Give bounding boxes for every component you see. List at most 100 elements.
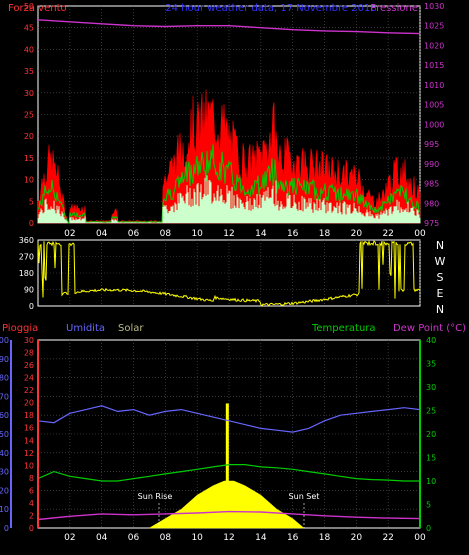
rain-tick-label: 26 [24, 361, 34, 370]
direction-tick-label: 0 [29, 302, 34, 311]
x-tick-label: 22 [382, 533, 393, 543]
compass-letter: W [435, 255, 446, 268]
temperature-tick-label: 5 [426, 501, 431, 510]
solar-legend: Solar [118, 323, 144, 334]
humidity-legend: Umidita [66, 323, 105, 334]
wind-tick-label: 0 [29, 219, 34, 228]
x-tick-label: 20 [351, 533, 363, 543]
humidity-tick-label: 100 [0, 336, 9, 345]
wind-tick-label: 40 [24, 45, 34, 54]
x-tick-label: 18 [319, 533, 331, 543]
wind-direction-line [37, 239, 421, 307]
x-tick-label: 00 [414, 229, 426, 239]
humidity-tick-label: 20 [0, 486, 9, 495]
x-tick-label: 04 [96, 533, 108, 543]
rain-tick-label: 18 [24, 411, 34, 420]
x-tick-label: 06 [128, 533, 140, 543]
humidity-line [37, 405, 421, 433]
x-tick-label: 10 [191, 533, 203, 543]
temperature-tick-label: 20 [426, 430, 436, 439]
humidity-tick-label: 90 [0, 355, 9, 364]
x-tick-label: 10 [191, 229, 203, 239]
wind-tick-label: 5 [29, 197, 34, 206]
temperature-tick-label: 25 [426, 407, 436, 416]
temperature-tick-label: 0 [426, 524, 431, 533]
wind-axis-title: Forza vento [8, 3, 67, 14]
x-tick-label: 12 [223, 229, 234, 239]
solar-spike [225, 403, 229, 528]
pressure-line [37, 19, 421, 35]
rain-tick-label: 28 [24, 349, 34, 358]
pressure-tick-label: 1005 [424, 101, 444, 110]
rain-tick-label: 4 [29, 499, 34, 508]
direction-series [37, 239, 421, 307]
direction-tick-labels: 0 90 180 270 360 [19, 236, 34, 311]
pressure-tick-label: 980 [424, 199, 439, 208]
temp-series [37, 403, 421, 529]
compass-letter: N [436, 239, 444, 252]
direction-tick-label: 270 [19, 253, 34, 262]
temperature-humidity-panel: 0102030405060708090100 02468101214161820… [0, 323, 466, 543]
x-tick-label: 02 [64, 533, 75, 543]
x-tick-label: 14 [255, 533, 267, 543]
rain-tick-label: 30 [24, 336, 34, 345]
x-tick-label: 16 [287, 533, 299, 543]
pressure-tick-label: 1000 [424, 120, 444, 129]
compass-letter: E [437, 287, 444, 300]
direction-tick-label: 360 [19, 236, 34, 245]
chart-title: 24 hour weather data, 17 Novembre 2018 [165, 3, 376, 14]
pressure-tick-label: 1025 [424, 22, 444, 31]
x-tick-label: 08 [160, 533, 172, 543]
humidity-tick-label: 60 [0, 411, 9, 420]
rain-tick-label: 0 [29, 524, 34, 533]
x-tick-label: 16 [287, 229, 299, 239]
compass-letter: S [437, 271, 444, 284]
rain-tick-label: 14 [24, 436, 34, 445]
rain-tick-label: 22 [24, 386, 34, 395]
rain-tick-label: 24 [24, 374, 34, 383]
x-tick-label: 00 [414, 533, 426, 543]
rain-tick-label: 2 [29, 511, 34, 520]
pressure-tick-label: 1015 [424, 61, 444, 70]
temperature-tick-label: 40 [426, 336, 436, 345]
rain-tick-label: 10 [24, 461, 34, 470]
temp-grid [38, 340, 421, 528]
rain-tick-label: 16 [24, 424, 34, 433]
x-tick-label: 20 [351, 229, 363, 239]
wind-tick-label: 25 [24, 111, 34, 120]
temperature-legend: Temperatura [311, 323, 376, 334]
humidity-tick-label: 80 [0, 374, 9, 383]
humidity-tick-label: 50 [0, 430, 9, 439]
pressure-tick-label: 985 [424, 180, 439, 189]
x-tick-label: 22 [382, 229, 393, 239]
wind-speed-line [37, 144, 421, 224]
humidity-tick-label: 10 [0, 505, 9, 514]
temperature-tick-label: 30 [426, 383, 436, 392]
direction-grid [38, 240, 421, 306]
wind-tick-label: 20 [24, 132, 34, 141]
humidity-tick-labels: 0 10 20 30 40 50 60 70 80 90 100 [0, 336, 9, 533]
wind-tick-label: 50 [24, 2, 34, 11]
rain-tick-label: 8 [29, 474, 34, 483]
x-tick-label: 02 [64, 229, 75, 239]
x-tick-label: 06 [128, 229, 140, 239]
wind-tick-label: 45 [24, 24, 34, 33]
pressure-tick-label: 1020 [424, 41, 444, 50]
temperature-tick-labels: 0 5 10 15 20 25 30 35 40 [426, 336, 436, 533]
wind-tick-label: 10 [24, 176, 34, 185]
rain-legend: Pioggia [2, 323, 38, 334]
direction-tick-label: 180 [19, 269, 34, 278]
sunset-annotation: Sun Set [289, 492, 320, 501]
pressure-tick-label: 995 [424, 140, 439, 149]
dew-point-legend: Dew Point (°C) [393, 323, 466, 334]
temperature-tick-label: 10 [426, 477, 436, 486]
pressure-axis-title: Pressione [370, 3, 418, 14]
x-tick-label: 08 [160, 229, 172, 239]
humidity-tick-label: 70 [0, 392, 9, 401]
pressure-tick-label: 1010 [424, 81, 444, 90]
